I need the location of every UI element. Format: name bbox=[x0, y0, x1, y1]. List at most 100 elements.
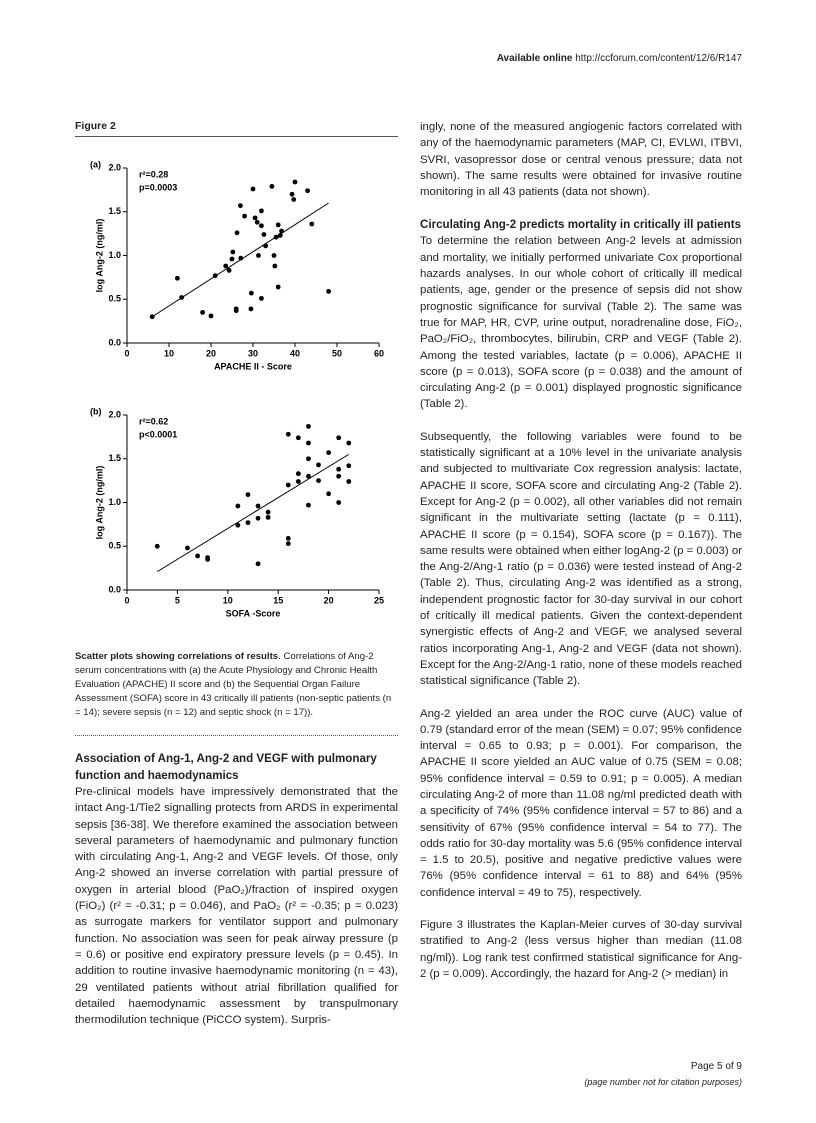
data-point bbox=[292, 179, 298, 185]
data-point bbox=[265, 514, 271, 520]
data-point bbox=[326, 288, 331, 294]
paragraph: Pre-clinical models have impressively de… bbox=[75, 786, 398, 1027]
header-label: Available online bbox=[496, 53, 573, 64]
data-point bbox=[272, 263, 278, 269]
x-tick-label: 30 bbox=[248, 348, 258, 358]
section-heading: Circulating Ang-2 predicts mortality in … bbox=[420, 218, 742, 232]
data-point bbox=[248, 306, 254, 312]
data-point bbox=[291, 197, 297, 202]
data-point bbox=[285, 535, 291, 541]
data-point bbox=[238, 255, 244, 261]
data-point bbox=[336, 466, 342, 472]
data-point bbox=[175, 275, 180, 281]
data-point bbox=[233, 308, 239, 314]
data-point bbox=[255, 503, 261, 509]
data-point bbox=[248, 290, 254, 296]
right-column: ingly, none of the measured angiogenic f… bbox=[420, 119, 742, 998]
trend-line bbox=[156, 453, 350, 573]
x-axis-label: SOFA -Score bbox=[226, 608, 281, 618]
data-point bbox=[208, 313, 214, 319]
data-point bbox=[277, 232, 283, 238]
data-point bbox=[261, 232, 267, 237]
x-tick-label: 15 bbox=[273, 595, 283, 605]
y-tick-label: 0.0 bbox=[108, 337, 121, 347]
data-point bbox=[306, 423, 311, 429]
data-point bbox=[306, 440, 311, 446]
data-point bbox=[305, 188, 310, 194]
data-point bbox=[230, 249, 236, 255]
data-point bbox=[263, 243, 268, 249]
data-point bbox=[346, 463, 352, 469]
paragraph: Ang-2 yielded an area under the ROC curv… bbox=[420, 707, 742, 899]
page-number: Page 5 of 9 bbox=[690, 1061, 742, 1072]
section-heading: Association of Ang-1, Ang-2 and VEGF wit… bbox=[75, 752, 377, 782]
data-point bbox=[265, 509, 271, 515]
x-tick-label: 0 bbox=[124, 348, 129, 358]
y-tick-label: 1.5 bbox=[108, 206, 121, 216]
running-header: Available online http://ccforum.com/cont… bbox=[497, 53, 742, 64]
annotation: p<0.0001 bbox=[139, 429, 177, 439]
panel-label: (a) bbox=[90, 159, 101, 169]
data-point bbox=[316, 478, 321, 484]
y-axis-label: log Ang-2 (ng/ml) bbox=[94, 219, 104, 293]
annotation: r²=0.62 bbox=[139, 416, 168, 426]
figure-caption: Scatter plots showing correlations of re… bbox=[75, 650, 397, 720]
caption-title: Scatter plots showing correlations of re… bbox=[75, 651, 279, 662]
paragraph: To determine the relation between Ang-2 … bbox=[420, 235, 742, 411]
data-point bbox=[306, 473, 311, 479]
data-point bbox=[295, 471, 301, 477]
data-point bbox=[346, 479, 352, 484]
x-tick-label: 10 bbox=[223, 595, 233, 605]
rule bbox=[75, 735, 398, 736]
data-point bbox=[285, 541, 291, 547]
paragraph: Subsequently, the following variables we… bbox=[420, 430, 742, 688]
data-point bbox=[279, 228, 284, 234]
data-point bbox=[223, 263, 229, 269]
y-tick-label: 1.0 bbox=[108, 497, 121, 507]
y-tick-label: 2.0 bbox=[108, 409, 121, 419]
data-point bbox=[185, 545, 190, 551]
x-tick-label: 50 bbox=[332, 348, 342, 358]
data-point bbox=[306, 502, 311, 508]
y-tick-label: 1.5 bbox=[108, 453, 121, 463]
data-point bbox=[242, 213, 248, 219]
figure-title: Figure 2 bbox=[75, 120, 116, 132]
x-tick-label: 20 bbox=[206, 348, 216, 358]
data-point bbox=[154, 543, 160, 549]
data-point bbox=[326, 450, 331, 456]
data-point bbox=[212, 273, 218, 279]
data-point bbox=[336, 500, 342, 505]
y-tick-label: 2.0 bbox=[108, 162, 121, 172]
page-note: (page number not for citation purposes) bbox=[584, 1077, 742, 1087]
y-axis-label: log Ang-2 (ng/ml) bbox=[94, 466, 104, 540]
x-tick-label: 10 bbox=[164, 348, 174, 358]
y-tick-label: 1.0 bbox=[108, 250, 121, 260]
x-tick-label: 25 bbox=[374, 595, 384, 605]
panel-label: (b) bbox=[90, 406, 102, 416]
rule bbox=[75, 136, 398, 137]
x-tick-label: 20 bbox=[324, 595, 334, 605]
data-point bbox=[316, 462, 321, 468]
data-point bbox=[269, 183, 275, 189]
data-point bbox=[149, 314, 155, 320]
data-point bbox=[306, 456, 311, 462]
data-point bbox=[256, 253, 261, 258]
x-tick-label: 60 bbox=[374, 348, 384, 358]
x-tick-label: 5 bbox=[175, 595, 180, 605]
data-point bbox=[295, 479, 301, 484]
data-point bbox=[309, 221, 315, 227]
y-tick-label: 0.5 bbox=[108, 294, 121, 304]
annotation: r²=0.28 bbox=[139, 169, 168, 179]
data-point bbox=[273, 234, 279, 240]
data-point bbox=[238, 203, 243, 209]
x-tick-label: 40 bbox=[290, 348, 300, 358]
paragraph: Figure 3 illustrates the Kaplan-Meier cu… bbox=[420, 919, 742, 980]
data-point bbox=[285, 482, 291, 488]
data-point bbox=[259, 223, 264, 229]
annotation: p=0.0003 bbox=[139, 182, 177, 192]
data-point bbox=[252, 215, 258, 221]
data-point bbox=[245, 520, 251, 526]
data-point bbox=[289, 191, 295, 197]
